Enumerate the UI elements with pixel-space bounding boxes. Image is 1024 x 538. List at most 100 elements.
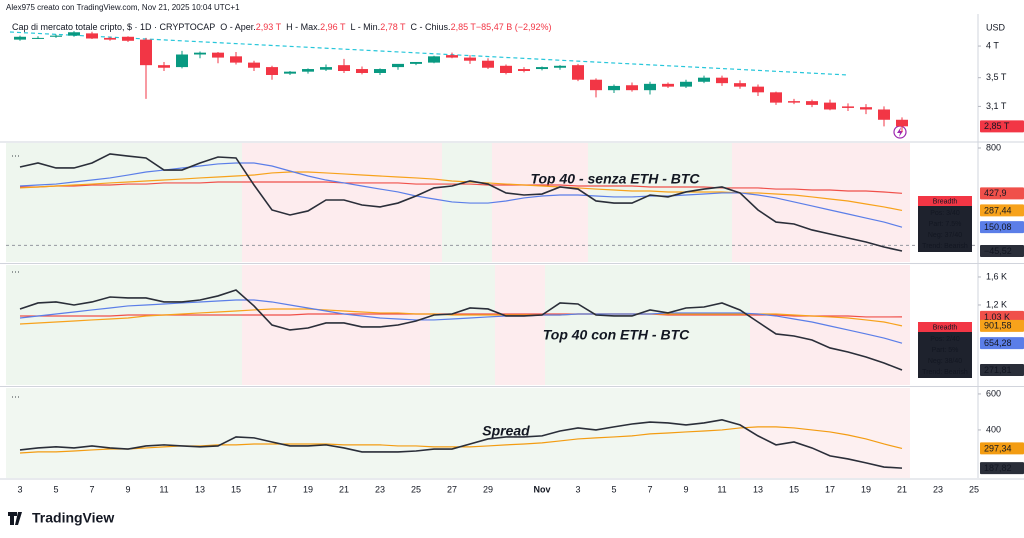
candle-body <box>806 101 818 105</box>
candle-body <box>410 61 422 64</box>
candle-body <box>428 56 440 63</box>
x-tick-label: 5 <box>611 484 616 494</box>
candle-body <box>608 85 620 91</box>
price-label-box <box>980 204 1024 217</box>
series-line <box>19 419 903 469</box>
x-tick-label: 3 <box>17 484 22 494</box>
candle-body <box>338 65 350 72</box>
zone <box>750 265 910 385</box>
candle-body <box>752 86 764 93</box>
breadth-title: Breadth <box>933 198 958 205</box>
price-label: −45,52 <box>984 246 1012 256</box>
x-tick-label: 19 <box>303 484 313 494</box>
candle-body <box>644 83 656 91</box>
pane-menu[interactable]: ··· <box>11 266 20 276</box>
x-tick-label: 13 <box>753 484 763 494</box>
candle-body <box>788 101 800 103</box>
candle-body <box>266 67 278 75</box>
x-tick-label: 5 <box>53 484 58 494</box>
annotation: Top 40 con ETH - BTC <box>543 327 690 343</box>
breadth-zones <box>6 143 910 478</box>
ohlc-label: L - Min. <box>351 22 381 32</box>
candle-body <box>572 65 584 80</box>
x-tick-label: 9 <box>125 484 130 494</box>
price-label: 187,82 <box>984 463 1012 473</box>
y-tick-label: 1,6 K <box>986 271 1007 281</box>
candle-body <box>770 92 782 103</box>
candle-body <box>824 102 836 110</box>
candle-body <box>374 69 386 73</box>
price-label: 1,03 K <box>984 312 1010 322</box>
candle-body <box>14 36 26 40</box>
footer-logo: TradingView <box>8 510 114 526</box>
series-line <box>19 171 903 212</box>
candle-body <box>320 67 332 70</box>
x-tick-label: 23 <box>375 484 385 494</box>
price-label-box <box>980 120 1024 133</box>
price-label-box <box>980 319 1024 332</box>
price-label: 297,34 <box>984 443 1012 453</box>
alert-icon-bolt <box>897 127 903 137</box>
series-line <box>19 299 903 344</box>
candle-body <box>662 83 674 87</box>
series-line <box>19 289 903 371</box>
price-label-box <box>980 462 1024 475</box>
x-tick-label: 15 <box>789 484 799 494</box>
zone <box>545 265 750 385</box>
ohlc-value: −85,47 B (−2,92%) <box>476 22 552 32</box>
price-label: 2,85 T <box>984 121 1010 131</box>
annotation: Top 40 - senza ETH - BTC <box>530 171 700 187</box>
price-label-box <box>980 244 1024 257</box>
x-tick-label: 13 <box>195 484 205 494</box>
candle-body <box>122 36 134 41</box>
price-label-box <box>980 337 1024 350</box>
x-tick-label: 11 <box>159 484 168 494</box>
candle-body <box>284 71 296 74</box>
breadth-line: Pos: 2/40 <box>930 336 960 343</box>
ohlc-label: C - Chius. <box>411 22 451 32</box>
x-tick-label: 15 <box>231 484 241 494</box>
series-line <box>19 153 903 252</box>
ohlc-value: 2,93 T <box>256 22 282 32</box>
candle-body <box>104 37 116 40</box>
candle-body <box>878 109 890 120</box>
pane-menu[interactable]: ··· <box>11 391 20 401</box>
candle-body <box>500 65 512 73</box>
x-tick-label: 21 <box>897 484 907 494</box>
y-tick-label: 600 <box>986 388 1001 398</box>
y-tick-label: 3,5 T <box>986 72 1007 82</box>
candle-body <box>176 54 188 68</box>
zone <box>242 143 442 262</box>
x-tick-label: 17 <box>825 484 835 494</box>
candle-body <box>302 69 314 72</box>
chart-title: Cap di mercato totale cripto, $ · 1D · C… <box>12 22 215 32</box>
y-tick-label: 1,2 K <box>986 299 1007 309</box>
x-tick-label: 23 <box>933 484 943 494</box>
breadth-line: Trend: Bearish <box>922 369 968 376</box>
x-tick-label: 29 <box>483 484 493 494</box>
breadth-header <box>918 322 972 332</box>
y-tick-label: 3,1 T <box>986 101 1007 111</box>
header: Alex975 creato con TradingView.com, Nov … <box>6 3 240 12</box>
ohlc-label: O - Aper. <box>220 22 256 32</box>
candle-body <box>86 33 98 39</box>
zone <box>740 388 910 478</box>
zone <box>6 388 740 478</box>
pane-menu[interactable]: ··· <box>11 150 20 160</box>
candle-body <box>698 77 710 82</box>
x-tick-label: Nov <box>533 484 550 494</box>
x-tick-label: 3 <box>575 484 580 494</box>
ohlc-value: 2,96 T <box>320 22 346 32</box>
price-label-box <box>980 442 1024 455</box>
x-tick-label: 25 <box>969 484 979 494</box>
annotation: Spread <box>482 423 530 439</box>
zone <box>6 265 242 385</box>
zone <box>430 265 495 385</box>
candle-body <box>716 77 728 84</box>
candle-body <box>356 69 368 73</box>
candle-body <box>860 107 872 110</box>
breadth-line: Trend: Bearish <box>922 243 968 250</box>
y-tick-label: 400 <box>986 424 1001 434</box>
x-tick-label: 27 <box>447 484 457 494</box>
